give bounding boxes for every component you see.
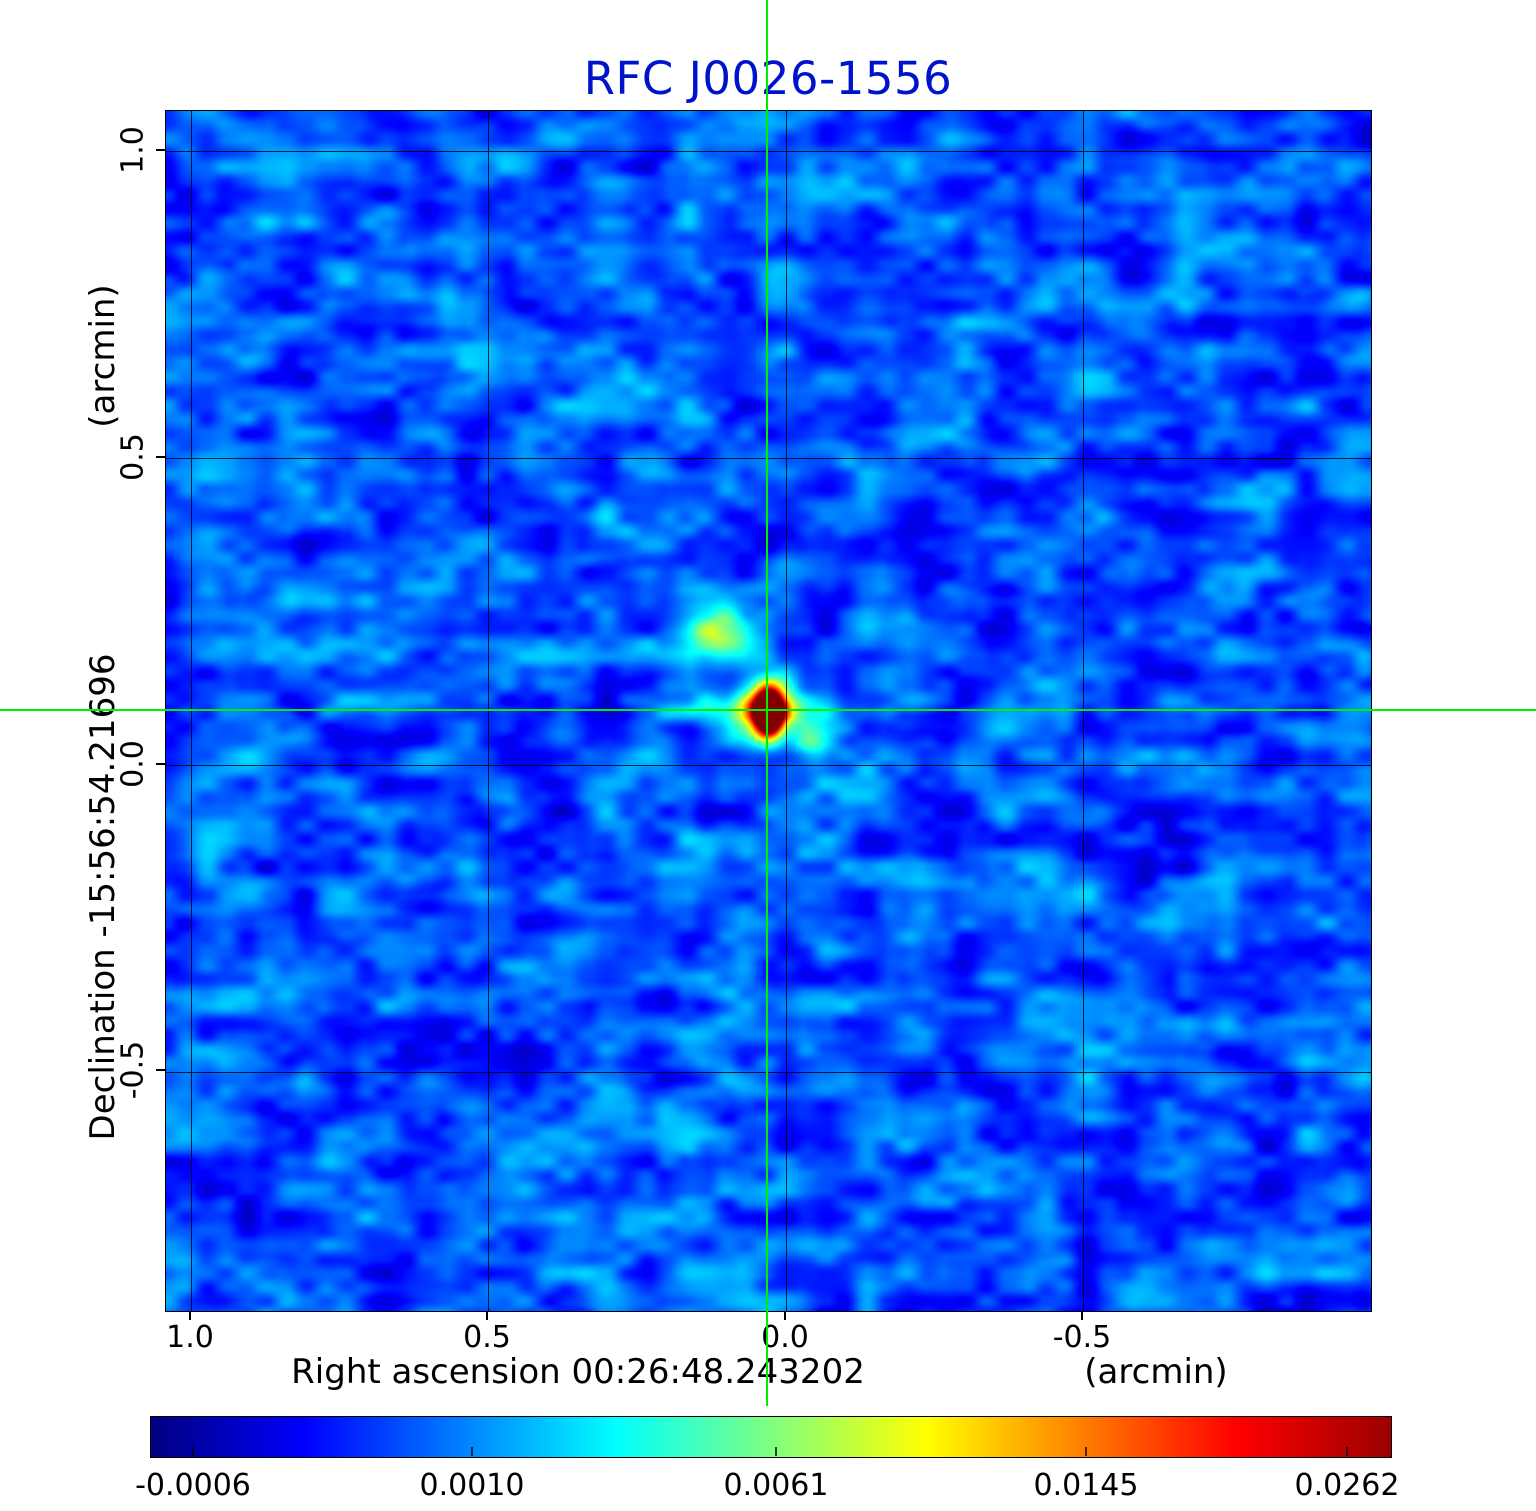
y-axis-label: Declination -15:56:54.21696 (83, 653, 123, 1141)
y-axis-unit-label: (arcmin) (83, 284, 123, 428)
colorbar-tick-label-4: 0.0145 (1033, 1468, 1139, 1503)
colorbar-tick-label-1: -0.0006 (135, 1468, 251, 1503)
grid-line-horizontal-4 (166, 1072, 1371, 1073)
grid-line-vertical-2 (488, 111, 489, 1311)
grid-line-horizontal-3 (166, 765, 1371, 766)
colorbar-tick-mark (192, 1447, 194, 1456)
x-tick-label-2: 0.5 (463, 1320, 511, 1355)
chart-title: RFC J0026-1556 (583, 52, 953, 105)
x-axis-tick-mark (1081, 1311, 1083, 1320)
plot-area (165, 110, 1372, 1312)
grid-line-horizontal-1 (166, 151, 1371, 152)
heatmap-canvas (166, 111, 1371, 1311)
x-axis-label: Right ascension 00:26:48.243202 (291, 1352, 865, 1392)
crosshair-horizontal-line (0, 709, 1536, 711)
y-tick-label-2: 0.5 (115, 433, 151, 481)
colorbar-tick-mark (1085, 1447, 1087, 1456)
x-axis-unit-label: (arcmin) (1084, 1352, 1228, 1392)
y-tick-label-1: 1.0 (115, 126, 151, 174)
colorbar-tick-label-3: 0.0061 (723, 1468, 829, 1503)
x-axis-tick-mark (189, 1311, 191, 1320)
colorbar-tick-label-5: 0.0262 (1294, 1468, 1400, 1503)
colorbar (150, 1416, 1392, 1458)
x-tick-label-4: -0.5 (1052, 1320, 1112, 1355)
crosshair-vertical-line (766, 0, 768, 1406)
grid-line-vertical-3 (786, 111, 787, 1311)
x-axis-tick-mark (784, 1311, 786, 1320)
grid-line-horizontal-2 (166, 458, 1371, 459)
grid-line-vertical-4 (1083, 111, 1084, 1311)
x-tick-label-3: 0.0 (761, 1320, 809, 1355)
y-axis-tick-mark (156, 456, 165, 458)
y-axis-tick-mark (156, 1069, 165, 1071)
y-axis-tick-mark (156, 763, 165, 765)
colorbar-tick-mark (775, 1447, 777, 1456)
colorbar-tick-mark (471, 1447, 473, 1456)
grid-line-vertical-1 (191, 111, 192, 1311)
y-axis-tick-mark (156, 149, 165, 151)
x-tick-label-1: 1.0 (166, 1320, 214, 1355)
colorbar-tick-label-2: 0.0010 (419, 1468, 525, 1503)
x-axis-tick-mark (486, 1311, 488, 1320)
colorbar-tick-mark (1346, 1447, 1348, 1456)
